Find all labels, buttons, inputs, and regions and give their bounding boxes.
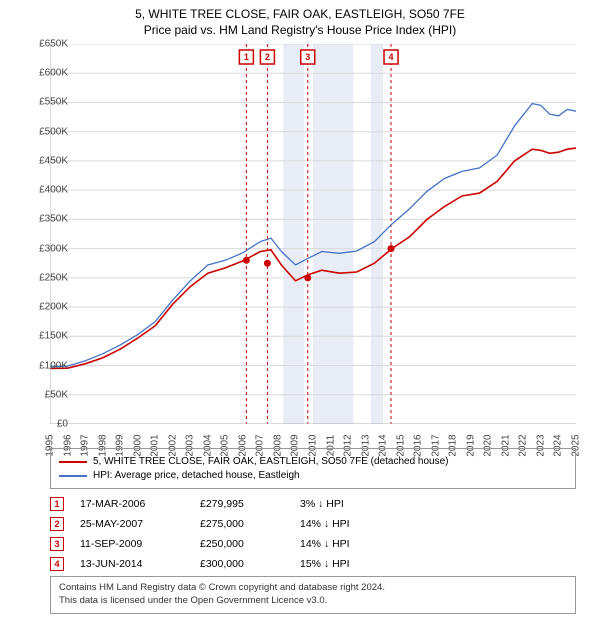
transaction-marker: 3 — [50, 537, 64, 551]
svg-text:3: 3 — [305, 52, 310, 62]
y-tick-label: £450K — [22, 155, 68, 166]
transaction-price: £279,995 — [200, 498, 300, 510]
legend-swatch — [59, 475, 87, 477]
price-chart: 1 2 3 4 — [50, 44, 576, 424]
transaction-diff: 14% ↓ HPI — [300, 518, 400, 530]
y-tick-label: £150K — [22, 331, 68, 342]
transaction-row: 4 13-JUN-2014£300,00015% ↓ HPI — [50, 554, 576, 574]
transaction-date: 13-JUN-2014 — [80, 558, 200, 570]
title-address: 5, WHITE TREE CLOSE, FAIR OAK, EASTLEIGH… — [0, 6, 600, 22]
transaction-marker: 4 — [50, 557, 64, 571]
attribution: Contains HM Land Registry data © Crown c… — [50, 576, 576, 614]
chart-titles: 5, WHITE TREE CLOSE, FAIR OAK, EASTLEIGH… — [0, 0, 600, 38]
legend-swatch — [59, 461, 87, 463]
y-tick-label: £650K — [22, 39, 68, 50]
legend-row: HPI: Average price, detached house, East… — [59, 469, 567, 483]
y-tick-label: £500K — [22, 126, 68, 137]
attribution-line-1: Contains HM Land Registry data © Crown c… — [59, 582, 567, 595]
y-tick-label: £600K — [22, 68, 68, 79]
y-tick-label: £350K — [22, 214, 68, 225]
legend-label: HPI: Average price, detached house, East… — [93, 469, 300, 483]
y-tick-label: £250K — [22, 272, 68, 283]
y-tick-label: £400K — [22, 185, 68, 196]
transaction-diff: 15% ↓ HPI — [300, 558, 400, 570]
y-tick-label: £0 — [22, 419, 68, 430]
attribution-line-2: This data is licensed under the Open Gov… — [59, 595, 567, 608]
y-tick-label: £50K — [22, 389, 68, 400]
y-tick-label: £200K — [22, 302, 68, 313]
transaction-date: 11-SEP-2009 — [80, 538, 200, 550]
svg-text:2: 2 — [265, 52, 270, 62]
transaction-date: 17-MAR-2006 — [80, 498, 200, 510]
transaction-price: £275,000 — [200, 518, 300, 530]
transaction-diff: 14% ↓ HPI — [300, 538, 400, 550]
chart-canvas: 1 2 3 4 — [50, 44, 576, 424]
title-subtitle: Price paid vs. HM Land Registry's House … — [0, 22, 600, 38]
y-tick-label: £300K — [22, 243, 68, 254]
legend: 5, WHITE TREE CLOSE, FAIR OAK, EASTLEIGH… — [50, 448, 576, 489]
legend-label: 5, WHITE TREE CLOSE, FAIR OAK, EASTLEIGH… — [93, 455, 449, 469]
transaction-price: £300,000 — [200, 558, 300, 570]
transaction-row: 2 25-MAY-2007£275,00014% ↓ HPI — [50, 514, 576, 534]
transaction-price: £250,000 — [200, 538, 300, 550]
transaction-marker: 2 — [50, 517, 64, 531]
transaction-date: 25-MAY-2007 — [80, 518, 200, 530]
transaction-row: 1 17-MAR-2006£279,9953% ↓ HPI — [50, 494, 576, 514]
y-tick-label: £100K — [22, 360, 68, 371]
y-tick-label: £550K — [22, 97, 68, 108]
transaction-diff: 3% ↓ HPI — [300, 498, 400, 510]
transactions-table: 1 17-MAR-2006£279,9953% ↓ HPI 2 25-MAY-2007… — [50, 494, 576, 574]
legend-row: 5, WHITE TREE CLOSE, FAIR OAK, EASTLEIGH… — [59, 455, 567, 469]
svg-text:4: 4 — [389, 52, 394, 62]
svg-text:1: 1 — [244, 52, 249, 62]
transaction-marker: 1 — [50, 497, 64, 511]
transaction-row: 3 11-SEP-2009£250,00014% ↓ HPI — [50, 534, 576, 554]
